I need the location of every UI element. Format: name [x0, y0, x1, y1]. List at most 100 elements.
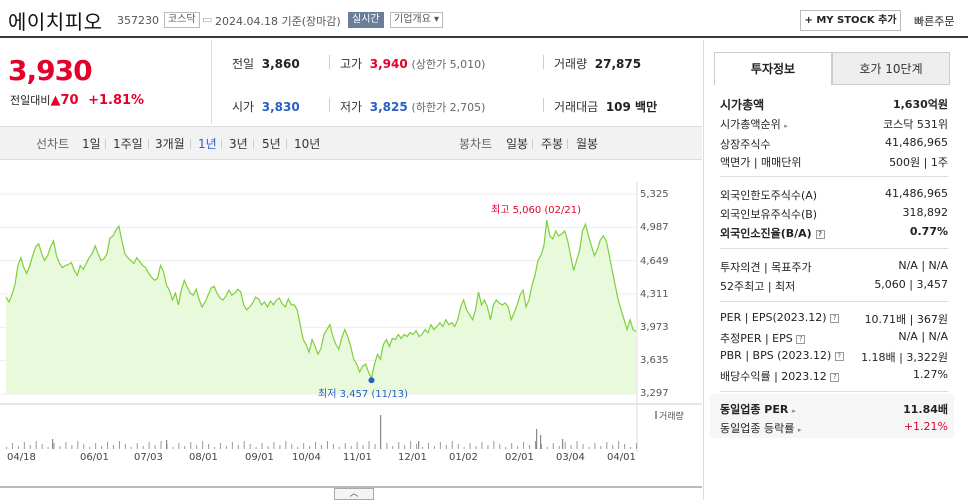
chart-expand-button[interactable]: ︿ — [334, 488, 374, 500]
tab-monthly[interactable]: 월봉 — [576, 137, 599, 151]
volume-bar — [136, 443, 138, 449]
tab-10y[interactable]: 10년 — [294, 137, 321, 151]
tab-daily[interactable]: 일봉 — [506, 137, 529, 151]
y-tick: 5,325 — [640, 189, 669, 200]
row-foreign-hold: 외국인보유주식수(B) 318,892 — [720, 206, 948, 221]
doc-icon[interactable]: ▭ — [202, 13, 213, 26]
help-icon[interactable]: ? — [834, 352, 844, 361]
volume-bar — [124, 444, 126, 449]
tab-3y[interactable]: 3년 — [229, 137, 248, 151]
x-tick: 01/02 — [449, 452, 478, 463]
stat-high: 고가 3,940 (상한가 5,010) — [340, 57, 486, 71]
market-tag: 코스닥 — [164, 12, 200, 28]
volume-bar — [118, 441, 120, 449]
divider — [329, 98, 330, 112]
tab-1w[interactable]: 1주일 — [113, 137, 143, 151]
tab-5y[interactable]: 5년 — [262, 137, 281, 151]
chevron-right-icon: ▸ — [792, 407, 796, 415]
volume-bar — [321, 445, 322, 449]
line-chart-label: 선차트 — [36, 137, 70, 151]
volume-bar — [41, 444, 43, 449]
volume-bar — [208, 444, 210, 449]
volume-bar — [356, 442, 358, 449]
volume-bar — [255, 447, 257, 449]
row-est-per: 추정PER | EPS ? N/A | N/A — [720, 330, 948, 345]
chart-bottom-bar — [0, 486, 702, 488]
y-tick: 4,649 — [640, 256, 669, 267]
volume-bar — [196, 445, 198, 449]
volume-bar — [89, 447, 91, 449]
volume-bar — [612, 445, 614, 449]
volume-bar — [463, 447, 465, 449]
volume-bar — [433, 446, 435, 449]
volume-bar — [534, 441, 536, 449]
chevron-right-icon: ▸ — [784, 122, 788, 130]
volume-bar — [546, 447, 548, 449]
change-value: 70 — [60, 93, 79, 108]
x-tick: 03/04 — [556, 452, 585, 463]
volume-bar — [214, 447, 216, 449]
help-icon[interactable]: ? — [796, 335, 806, 344]
x-tick: 04/01 — [607, 452, 636, 463]
volume-bar — [469, 443, 471, 449]
help-icon[interactable]: ? — [830, 373, 840, 382]
chart-period-tabs — [0, 126, 702, 160]
row-sector-per[interactable]: 동일업종 PER ▸ 11.84배 — [720, 403, 948, 416]
stock-name: 에이치피오 — [8, 10, 103, 34]
volume-bar — [618, 441, 620, 449]
volume-bar — [237, 445, 239, 449]
volume-bar — [362, 445, 364, 449]
help-icon[interactable]: ? — [815, 230, 825, 239]
max-price-label: 최고 5,060 (02/21) — [491, 205, 582, 216]
company-overview-dropdown[interactable]: 기업개요 ▾ — [390, 12, 444, 28]
divider — [567, 139, 568, 149]
volume-bar — [11, 443, 13, 449]
volume-bars — [6, 415, 637, 449]
volume-bar — [160, 441, 162, 449]
volume-bar — [273, 442, 275, 449]
row-dividend: 배당수익률 | 2023.12 ? 1.27% — [720, 368, 948, 383]
extreme-markers — [368, 377, 375, 384]
volume-bar — [558, 446, 560, 449]
help-icon[interactable]: ? — [830, 314, 840, 323]
candle-chart-label: 봉차트 — [459, 137, 493, 151]
tab-weekly[interactable]: 주봉 — [541, 137, 564, 151]
row-sector-rate[interactable]: 동일업종 등락률 ▸ +1.21% — [720, 420, 948, 435]
divider — [543, 55, 544, 69]
min-price-label: 최저 3,457 (11/13) — [318, 389, 409, 400]
tab-quote-10[interactable]: 호가 10단계 — [832, 52, 950, 85]
price-chart[interactable] — [0, 162, 702, 488]
quick-order-button[interactable]: 빠른주문 — [914, 15, 955, 28]
stat-open: 시가 3,830 — [232, 100, 300, 114]
volume-bar — [202, 441, 204, 449]
volume-bar — [249, 444, 251, 449]
tab-1d[interactable]: 1일 — [82, 137, 101, 151]
x-tick: 04/18 — [7, 452, 36, 463]
volume-bar — [23, 442, 25, 449]
volume-bar — [410, 441, 412, 449]
volume-bar — [564, 442, 566, 449]
tab-1y[interactable]: 1년 — [198, 137, 217, 151]
volume-bar — [172, 447, 174, 449]
add-mystock-button[interactable]: + MY STOCK 추가 — [800, 10, 901, 31]
x-tick: 10/04 — [292, 452, 321, 463]
row-rank[interactable]: 시가총액순위 ▸ 코스닥 531위 — [720, 118, 948, 131]
tab-invest-info[interactable]: 투자정보 — [714, 52, 832, 85]
tab-3m[interactable]: 3개월 — [155, 137, 185, 151]
volume-bar — [630, 447, 632, 449]
volume-bar — [148, 442, 150, 449]
volume-bar — [95, 443, 97, 449]
divider — [329, 55, 330, 69]
volume-bar — [166, 440, 168, 449]
volume-bar — [398, 442, 400, 449]
volume-bar — [540, 435, 542, 449]
volume-bar — [297, 447, 299, 449]
volume-bar — [582, 444, 584, 449]
live-tag[interactable]: 실시간 — [348, 12, 384, 28]
stat-low: 저가 3,825 (하한가 2,705) — [340, 100, 486, 114]
y-tick: 3,635 — [640, 355, 669, 366]
volume-bar — [29, 445, 31, 449]
row-opinion: 투자의견 | 목표주가 N/A | N/A — [720, 259, 948, 274]
divider — [148, 139, 149, 149]
volume-bar — [326, 441, 328, 449]
